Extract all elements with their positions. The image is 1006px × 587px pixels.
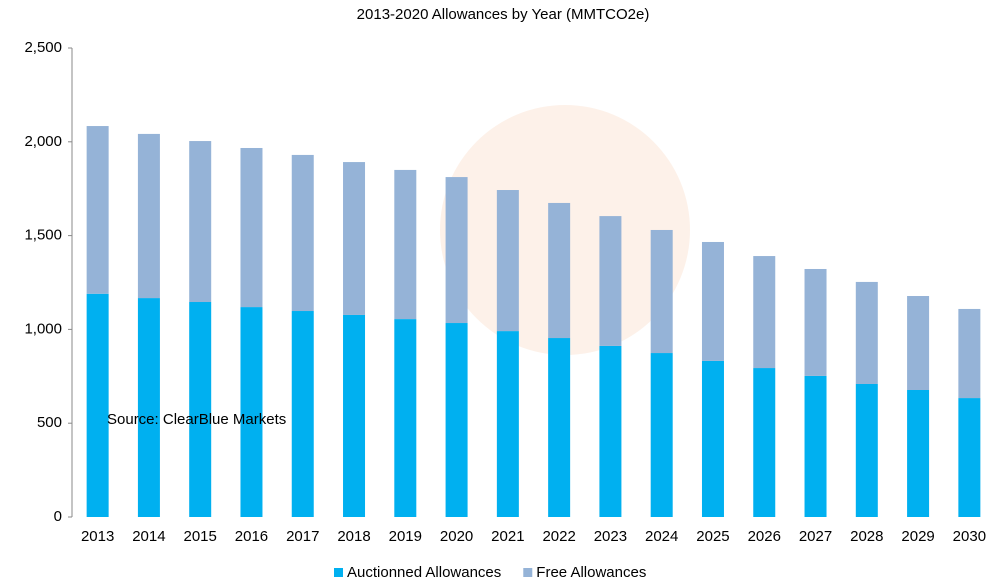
x-tick-label: 2018 bbox=[337, 528, 370, 545]
x-tick-label: 2022 bbox=[542, 528, 575, 545]
x-tick-label: 2029 bbox=[901, 528, 934, 545]
x-tick-label: 2026 bbox=[748, 528, 781, 545]
chart-title: 2013-2020 Allowances by Year (MMTCO2e) bbox=[357, 6, 650, 23]
x-tick-label: 2023 bbox=[594, 528, 627, 545]
bar-segment bbox=[599, 216, 622, 346]
bar-segment bbox=[548, 202, 571, 339]
bar-segment bbox=[137, 298, 160, 517]
x-tick-label: 2014 bbox=[132, 528, 165, 545]
x-tick-label: 2013 bbox=[81, 528, 114, 545]
y-tick-label: 2,500 bbox=[24, 39, 62, 56]
x-tick-label: 2017 bbox=[286, 528, 319, 545]
bar-segment bbox=[291, 311, 314, 517]
bar-segment bbox=[445, 177, 468, 324]
bar-segment bbox=[548, 338, 571, 517]
bar-segment bbox=[701, 360, 724, 517]
bar-segment bbox=[394, 319, 417, 517]
bar-segment bbox=[86, 293, 109, 517]
bar-segment bbox=[240, 147, 263, 308]
bar-segment bbox=[343, 162, 366, 315]
bar-segment bbox=[855, 281, 878, 384]
bar-segment bbox=[804, 268, 827, 376]
y-tick-label: 500 bbox=[37, 414, 62, 431]
bar-segment bbox=[240, 307, 263, 517]
bar-segment bbox=[753, 368, 776, 517]
legend-swatch bbox=[334, 568, 343, 577]
bar-segment bbox=[445, 323, 468, 517]
annotation: Source: ClearBlue Markets bbox=[107, 411, 286, 428]
y-tick-label: 1,500 bbox=[24, 227, 62, 244]
x-tick-label: 2015 bbox=[184, 528, 217, 545]
bar-segment bbox=[907, 296, 930, 390]
x-tick-label: 2028 bbox=[850, 528, 883, 545]
bar-segment bbox=[958, 308, 981, 399]
y-tick-label: 2,000 bbox=[24, 133, 62, 150]
x-tick-label: 2016 bbox=[235, 528, 268, 545]
bar-segment bbox=[137, 133, 160, 299]
x-tick-label: 2019 bbox=[389, 528, 422, 545]
bar-segment bbox=[804, 375, 827, 517]
x-tick-label: 2025 bbox=[696, 528, 729, 545]
x-tick-label: 2021 bbox=[491, 528, 524, 545]
bar-segment bbox=[496, 331, 519, 517]
bar-segment bbox=[907, 389, 930, 517]
legend-label: Free Allowances bbox=[536, 564, 646, 581]
legend-swatch bbox=[523, 568, 533, 577]
bar-segment bbox=[291, 154, 314, 312]
x-tick-label: 2030 bbox=[953, 528, 986, 545]
bar-segment bbox=[189, 302, 212, 517]
bar-segment bbox=[753, 256, 776, 369]
bar-segment bbox=[650, 229, 673, 354]
y-tick-label: 0 bbox=[54, 508, 62, 525]
bar-segment bbox=[343, 314, 366, 517]
x-tick-label: 2027 bbox=[799, 528, 832, 545]
legend-label: Auctionned Allowances bbox=[347, 564, 501, 581]
bar-segment bbox=[496, 190, 519, 332]
x-tick-label: 2024 bbox=[645, 528, 678, 545]
bar-segment bbox=[958, 398, 981, 517]
bar-segment bbox=[86, 126, 109, 294]
bar-segment bbox=[701, 241, 724, 361]
bar-segment bbox=[189, 141, 212, 303]
bar-segment bbox=[394, 169, 417, 320]
y-tick-label: 1,000 bbox=[24, 320, 62, 337]
bar-segment bbox=[650, 353, 673, 517]
bar-segment bbox=[855, 383, 878, 517]
x-tick-label: 2020 bbox=[440, 528, 473, 545]
bar-segment bbox=[599, 345, 622, 517]
